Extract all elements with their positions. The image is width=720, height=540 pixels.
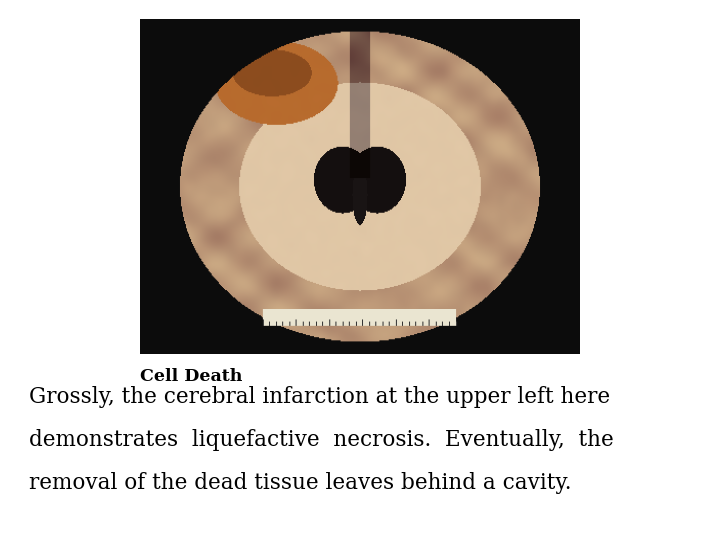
Text: removal of the dead tissue leaves behind a cavity.: removal of the dead tissue leaves behind… [29, 472, 571, 495]
Text: demonstrates  liquefactive  necrosis.  Eventually,  the: demonstrates liquefactive necrosis. Even… [29, 429, 613, 451]
Text: Grossly, the cerebral infarction at the upper left here: Grossly, the cerebral infarction at the … [29, 386, 610, 408]
Text: Cell Death: Cell Death [140, 368, 243, 385]
